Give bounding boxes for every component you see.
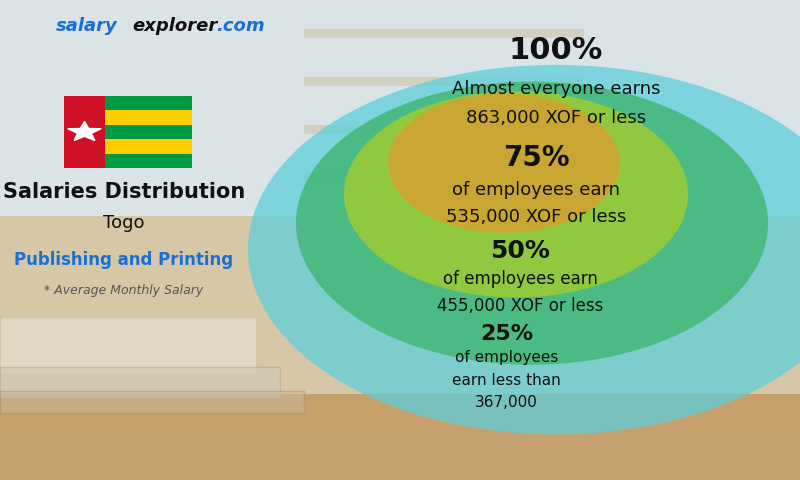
Text: * Average Monthly Salary: * Average Monthly Salary — [44, 284, 204, 297]
Ellipse shape — [388, 94, 620, 233]
FancyBboxPatch shape — [0, 394, 800, 480]
FancyBboxPatch shape — [304, 125, 584, 134]
FancyBboxPatch shape — [304, 29, 584, 38]
FancyBboxPatch shape — [304, 77, 584, 86]
FancyBboxPatch shape — [0, 317, 256, 374]
FancyBboxPatch shape — [105, 110, 192, 125]
FancyBboxPatch shape — [0, 0, 800, 216]
Text: 863,000 XOF or less: 863,000 XOF or less — [466, 108, 646, 127]
Ellipse shape — [296, 82, 768, 365]
FancyBboxPatch shape — [64, 96, 105, 168]
Text: of employees earn: of employees earn — [442, 270, 598, 288]
Text: 50%: 50% — [490, 239, 550, 263]
Text: 535,000 XOF or less: 535,000 XOF or less — [446, 208, 626, 226]
Text: earn less than: earn less than — [452, 372, 561, 388]
Text: 367,000: 367,000 — [475, 395, 538, 410]
Text: Salaries Distribution: Salaries Distribution — [3, 182, 245, 202]
Text: .com: .com — [216, 17, 265, 36]
Ellipse shape — [248, 65, 800, 434]
Text: 100%: 100% — [509, 36, 603, 65]
Ellipse shape — [344, 91, 688, 298]
Text: of employees: of employees — [454, 350, 558, 365]
FancyBboxPatch shape — [105, 125, 192, 139]
Text: 25%: 25% — [480, 324, 533, 344]
FancyBboxPatch shape — [105, 154, 192, 168]
FancyBboxPatch shape — [0, 216, 800, 432]
FancyBboxPatch shape — [0, 367, 280, 398]
FancyBboxPatch shape — [0, 391, 304, 413]
Text: 75%: 75% — [502, 144, 570, 172]
Text: explorer: explorer — [132, 17, 218, 36]
Text: Togo: Togo — [103, 214, 145, 232]
Text: Almost everyone earns: Almost everyone earns — [452, 80, 660, 98]
Text: salary: salary — [56, 17, 118, 36]
Text: 455,000 XOF or less: 455,000 XOF or less — [437, 297, 603, 315]
FancyBboxPatch shape — [105, 139, 192, 154]
FancyBboxPatch shape — [304, 173, 584, 182]
Polygon shape — [68, 121, 102, 141]
FancyBboxPatch shape — [64, 96, 105, 168]
FancyBboxPatch shape — [105, 96, 192, 110]
Text: of employees earn: of employees earn — [452, 180, 620, 199]
Text: Publishing and Printing: Publishing and Printing — [14, 251, 234, 269]
